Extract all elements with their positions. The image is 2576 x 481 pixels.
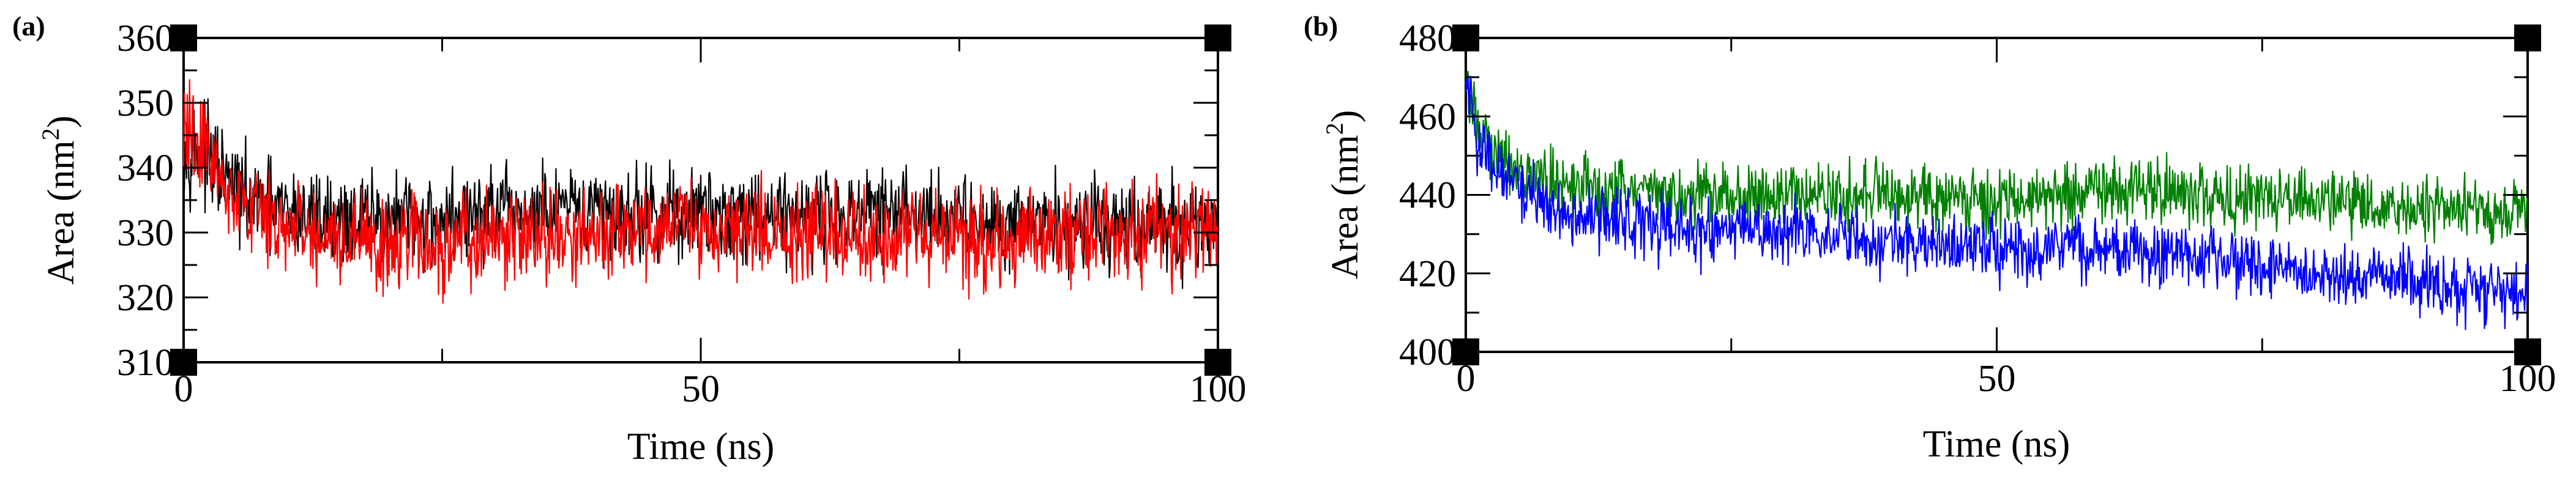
corner-marker-a-bl — [170, 349, 197, 376]
y-axis-title-b-close: ) — [1324, 110, 1366, 123]
corner-marker-a-br — [1204, 349, 1231, 376]
y-tick-label-a-320: 320 — [117, 277, 174, 319]
y-tick-label-a-310: 310 — [117, 342, 174, 384]
y-tick-label-b-440: 440 — [1399, 175, 1456, 217]
y-axis-title-b: Area (nm2) — [1321, 110, 1366, 280]
y-tick-label-a-350: 350 — [117, 83, 174, 124]
y-axis-title-a-close: ) — [40, 116, 82, 129]
x-tick-label-b-50: 50 — [1978, 358, 2016, 400]
y-tick-label-a-360: 360 — [117, 18, 174, 59]
series-layer-a — [182, 79, 1219, 304]
y-tick-label-b-480: 480 — [1399, 18, 1456, 59]
y-axis-title-a-sup: 2 — [37, 128, 64, 140]
corner-marker-a-tr — [1204, 24, 1231, 51]
series-line-a-1 — [182, 98, 1219, 289]
y-axis-title-b-main: Area (nm — [1324, 135, 1366, 279]
series-layer-b — [1465, 70, 2529, 330]
y-tick-label-a-340: 340 — [117, 147, 174, 189]
y-tick-label-b-420: 420 — [1399, 253, 1456, 295]
corner-marker-b-tl — [1452, 24, 1479, 51]
corner-marker-b-bl — [1452, 338, 1479, 365]
y-tick-label-b-400: 400 — [1399, 332, 1456, 373]
corner-marker-b-br — [2514, 338, 2541, 365]
x-axis-title-a: Time (ns) — [627, 426, 775, 468]
series-line-a-2 — [182, 79, 1219, 304]
x-tick-label-a-50: 50 — [682, 368, 720, 410]
series-line-b-1 — [1465, 70, 2529, 245]
y-tick-label-b-460: 460 — [1399, 96, 1456, 138]
panel-label-b: (b) — [1304, 10, 1338, 42]
x-axis-title-b: Time (ns) — [1923, 423, 2070, 465]
y-axis-title-a-main: Area (nm — [40, 140, 82, 285]
series-line-b-2 — [1465, 74, 2529, 330]
y-tick-label-a-330: 330 — [117, 212, 174, 254]
panel-label-a: (a) — [12, 10, 45, 42]
corner-marker-b-tr — [2514, 24, 2541, 51]
y-axis-title-a: Area (nm2) — [37, 116, 82, 285]
corner-marker-a-tl — [170, 24, 197, 51]
y-axis-title-b-sup: 2 — [1321, 122, 1348, 135]
